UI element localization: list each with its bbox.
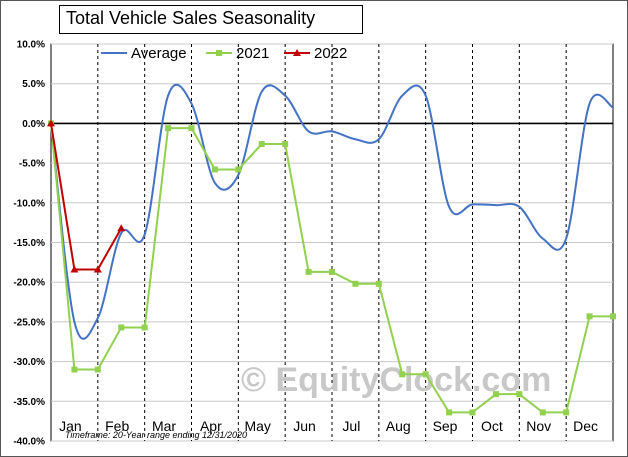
y-tick-label: -35.0% xyxy=(13,397,45,408)
data-point xyxy=(305,268,312,275)
data-point xyxy=(165,125,172,132)
x-tick-label: Mar xyxy=(152,418,176,434)
legend-label: Average xyxy=(131,45,187,62)
data-point xyxy=(352,280,359,287)
y-tick-label: 5.0% xyxy=(22,79,45,90)
data-point xyxy=(375,280,382,287)
data-point xyxy=(141,324,148,331)
y-tick-label: -5.0% xyxy=(19,159,45,170)
data-point xyxy=(70,265,79,273)
data-point xyxy=(329,268,335,275)
legend-item-2022: 2022 xyxy=(284,45,347,62)
legend-label: 2022 xyxy=(314,45,347,62)
x-tick-label: Jan xyxy=(59,418,82,434)
data-point xyxy=(118,324,125,331)
legend-item-average: Average xyxy=(101,45,187,62)
x-tick-label: Aug xyxy=(386,418,411,434)
y-tick-label: -25.0% xyxy=(13,317,45,328)
data-point xyxy=(117,224,126,232)
chart-title: Total Vehicle Sales Seasonality xyxy=(66,8,316,28)
data-point xyxy=(235,166,242,173)
grid xyxy=(50,43,614,442)
x-tick-label: Jun xyxy=(293,418,316,434)
data-point xyxy=(188,125,195,132)
series-line-2022 xyxy=(50,123,123,271)
data-point xyxy=(446,409,453,416)
data-point xyxy=(492,391,499,398)
data-point xyxy=(422,371,429,378)
data-point xyxy=(93,265,102,273)
data-point xyxy=(211,166,218,173)
x-tick-label: Oct xyxy=(481,418,503,434)
x-tick-label: Apr xyxy=(200,418,222,434)
data-point xyxy=(399,371,406,378)
legend-marker xyxy=(216,50,222,56)
y-tick-label: -20.0% xyxy=(13,278,45,289)
chart-title-box: Total Vehicle Sales Seasonality xyxy=(59,5,363,34)
x-tick-label: Sep xyxy=(433,418,458,434)
series-2021 xyxy=(48,120,616,416)
data-point xyxy=(71,366,78,373)
timeframe-note: Timeframe: 20-Year range ending 12/31/20… xyxy=(65,430,247,440)
series-average xyxy=(50,83,614,340)
data-point xyxy=(282,141,289,148)
y-tick-label: 10.0% xyxy=(17,40,45,51)
y-tick-label: -10.0% xyxy=(13,198,45,209)
x-tick-label: Nov xyxy=(526,418,551,434)
data-point xyxy=(586,313,593,320)
data-point xyxy=(563,409,570,416)
data-point xyxy=(94,366,101,373)
legend-label: 2021 xyxy=(236,45,269,62)
legend: Average 2021 2022 xyxy=(101,45,347,62)
data-point xyxy=(539,409,546,416)
legend-marker xyxy=(293,49,301,56)
series-2022 xyxy=(47,119,126,273)
x-tick-label: Jul xyxy=(342,418,360,434)
y-tick-label: -40.0% xyxy=(13,437,45,448)
legend-item-2021: 2021 xyxy=(206,45,269,62)
y-axis-ticks: 10.0% 5.0% 0.0% -5.0% -10.0% -15.0% -20.0% -25.… xyxy=(13,40,45,448)
data-point xyxy=(47,119,55,127)
data-point xyxy=(469,409,476,416)
x-tick-label: May xyxy=(244,418,270,434)
y-tick-label: -30.0% xyxy=(13,357,45,368)
y-tick-label: 0.0% xyxy=(22,119,45,130)
series-lines xyxy=(47,83,616,416)
watermark: © EquityClock.com xyxy=(241,361,551,399)
x-axis-ticks: Jan Feb Mar Apr May Jun Jul Aug Sep Oct Nov Dec xyxy=(59,418,598,434)
x-tick-label: Feb xyxy=(105,418,129,434)
series-line-average xyxy=(50,83,614,340)
x-tick-label: Dec xyxy=(573,418,598,434)
data-point xyxy=(258,141,265,148)
data-point xyxy=(610,313,616,320)
y-tick-label: -15.0% xyxy=(13,238,45,249)
data-point xyxy=(516,391,523,398)
